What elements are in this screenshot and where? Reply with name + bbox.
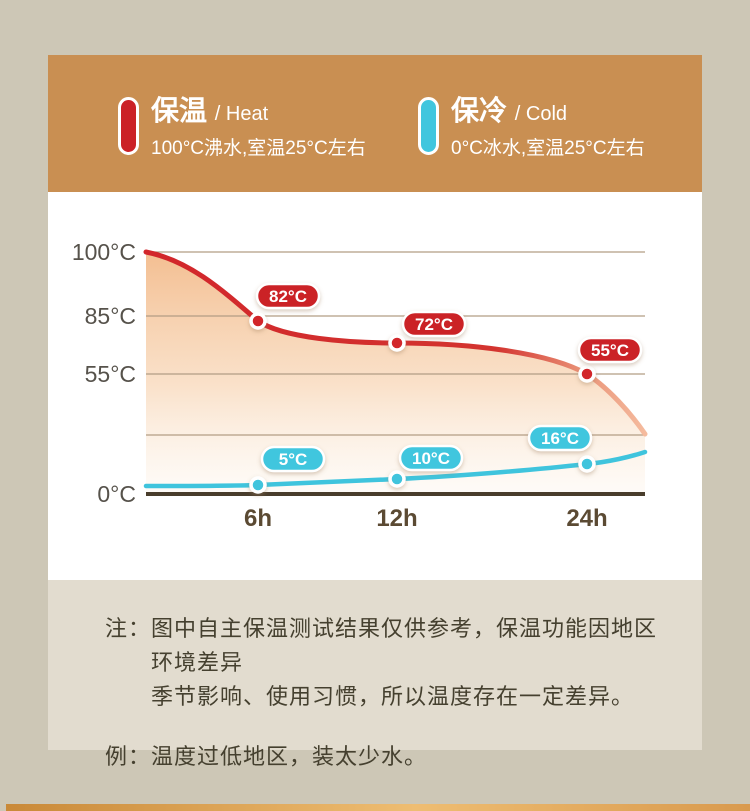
note-disclaimer-body: 图中自主保温测试结果仅供参考，保温功能因地区环境差异 季节影响、使用习惯，所以温…	[151, 612, 662, 714]
legend-heat-title: 保温 / Heat	[151, 95, 366, 130]
cold-data-points	[249, 455, 596, 494]
heat-title-label: 保温	[151, 95, 208, 126]
note-example-line: 温度过低地区，装太少水。	[151, 744, 428, 769]
cold-title-label: 保冷	[451, 95, 508, 126]
insulation-test-card: 保温 / Heat 100°C沸水,室温25°C左右 保冷 / Cold 0°C…	[48, 55, 702, 769]
legend-header: 保温 / Heat 100°C沸水,室温25°C左右 保冷 / Cold 0°C…	[48, 55, 702, 192]
heat-data-points	[249, 312, 596, 383]
legend-cold-title: 保冷 / Cold	[451, 95, 645, 130]
x-axis-ticks: 6h 12h 24h	[244, 505, 608, 532]
cold-point-6h	[249, 476, 267, 494]
cold-badge-5c: 5°C	[260, 445, 326, 473]
cold-badge-16c: 16°C	[527, 424, 593, 452]
note-disclaimer-line2: 季节影响、使用习惯，所以温度存在一定差异。	[151, 684, 635, 709]
ytick-55c: 55°C	[85, 361, 136, 387]
ytick-100c: 100°C	[72, 239, 136, 265]
chart-panel: 100°C 85°C 55°C 0°C 6h 12h 24h	[48, 192, 702, 580]
heat-area-fill	[146, 252, 645, 494]
cold-point-24h	[578, 455, 596, 473]
gridlines	[146, 251, 645, 436]
heat-title-suffix: / Heat	[214, 103, 269, 125]
note-disclaimer-label: 注：	[105, 616, 152, 641]
note-disclaimer: 注： 图中自主保温测试结果仅供参考，保温功能因地区环境差异 季节影响、使用习惯，…	[105, 612, 662, 714]
cold-title-suffix: / Cold	[514, 103, 568, 125]
cold-badge-10c-label: 10°C	[412, 449, 450, 468]
y-axis-ticks: 100°C 85°C 55°C 0°C	[72, 239, 136, 507]
heat-badge-82c: 82°C	[255, 282, 321, 310]
legend-cold-text: 保冷 / Cold 0°C冰水,室温25°C左右	[451, 95, 645, 162]
ytick-85c: 85°C	[85, 303, 136, 329]
heat-badge-72c-label: 72°C	[415, 315, 453, 334]
red-capsule-icon	[118, 97, 139, 155]
heat-badge-55c: 55°C	[577, 336, 643, 364]
heat-badge-72c: 72°C	[401, 310, 467, 338]
legend-cold: 保冷 / Cold 0°C冰水,室温25°C左右	[418, 95, 645, 162]
xtick-6h: 6h	[244, 505, 272, 532]
xtick-24h: 24h	[566, 505, 607, 532]
legend-heat-text: 保温 / Heat 100°C沸水,室温25°C左右	[151, 95, 366, 162]
heat-badge-55c-label: 55°C	[591, 341, 629, 360]
heat-point-24h	[578, 365, 596, 383]
next-section-top-edge	[6, 804, 750, 811]
xtick-12h: 12h	[376, 505, 417, 532]
cold-point-12h	[388, 470, 406, 488]
heat-value-badges: 82°C 72°C 55°C	[255, 282, 643, 364]
note-example-label: 例：	[105, 744, 152, 769]
note-example: 例： 温度过低地区，装太少水。	[105, 740, 662, 774]
cold-desc-label: 0°C冰水,室温25°C左右	[451, 138, 645, 159]
note-disclaimer-line1: 图中自主保温测试结果仅供参考，保温功能因地区环境差异	[151, 616, 658, 675]
cold-value-badges: 5°C 10°C 16°C	[260, 424, 593, 473]
legend-heat: 保温 / Heat 100°C沸水,室温25°C左右	[118, 95, 366, 162]
cold-badge-16c-label: 16°C	[541, 429, 579, 448]
ytick-0c: 0°C	[97, 481, 136, 507]
heat-desc-label: 100°C沸水,室温25°C左右	[151, 138, 366, 159]
notes: 注： 图中自主保温测试结果仅供参考，保温功能因地区环境差异 季节影响、使用习惯，…	[48, 580, 702, 774]
temperature-line-chart: 100°C 85°C 55°C 0°C 6h 12h 24h	[72, 239, 648, 532]
note-panel: 注： 图中自主保温测试结果仅供参考，保温功能因地区环境差异 季节影响、使用习惯，…	[48, 580, 702, 769]
cold-badge-10c: 10°C	[398, 444, 464, 472]
cold-badge-5c-label: 5°C	[279, 450, 308, 469]
heat-point-6h	[249, 312, 267, 330]
heat-point-12h	[388, 334, 406, 352]
cyan-capsule-icon	[418, 97, 439, 155]
heat-badge-82c-label: 82°C	[269, 287, 307, 306]
